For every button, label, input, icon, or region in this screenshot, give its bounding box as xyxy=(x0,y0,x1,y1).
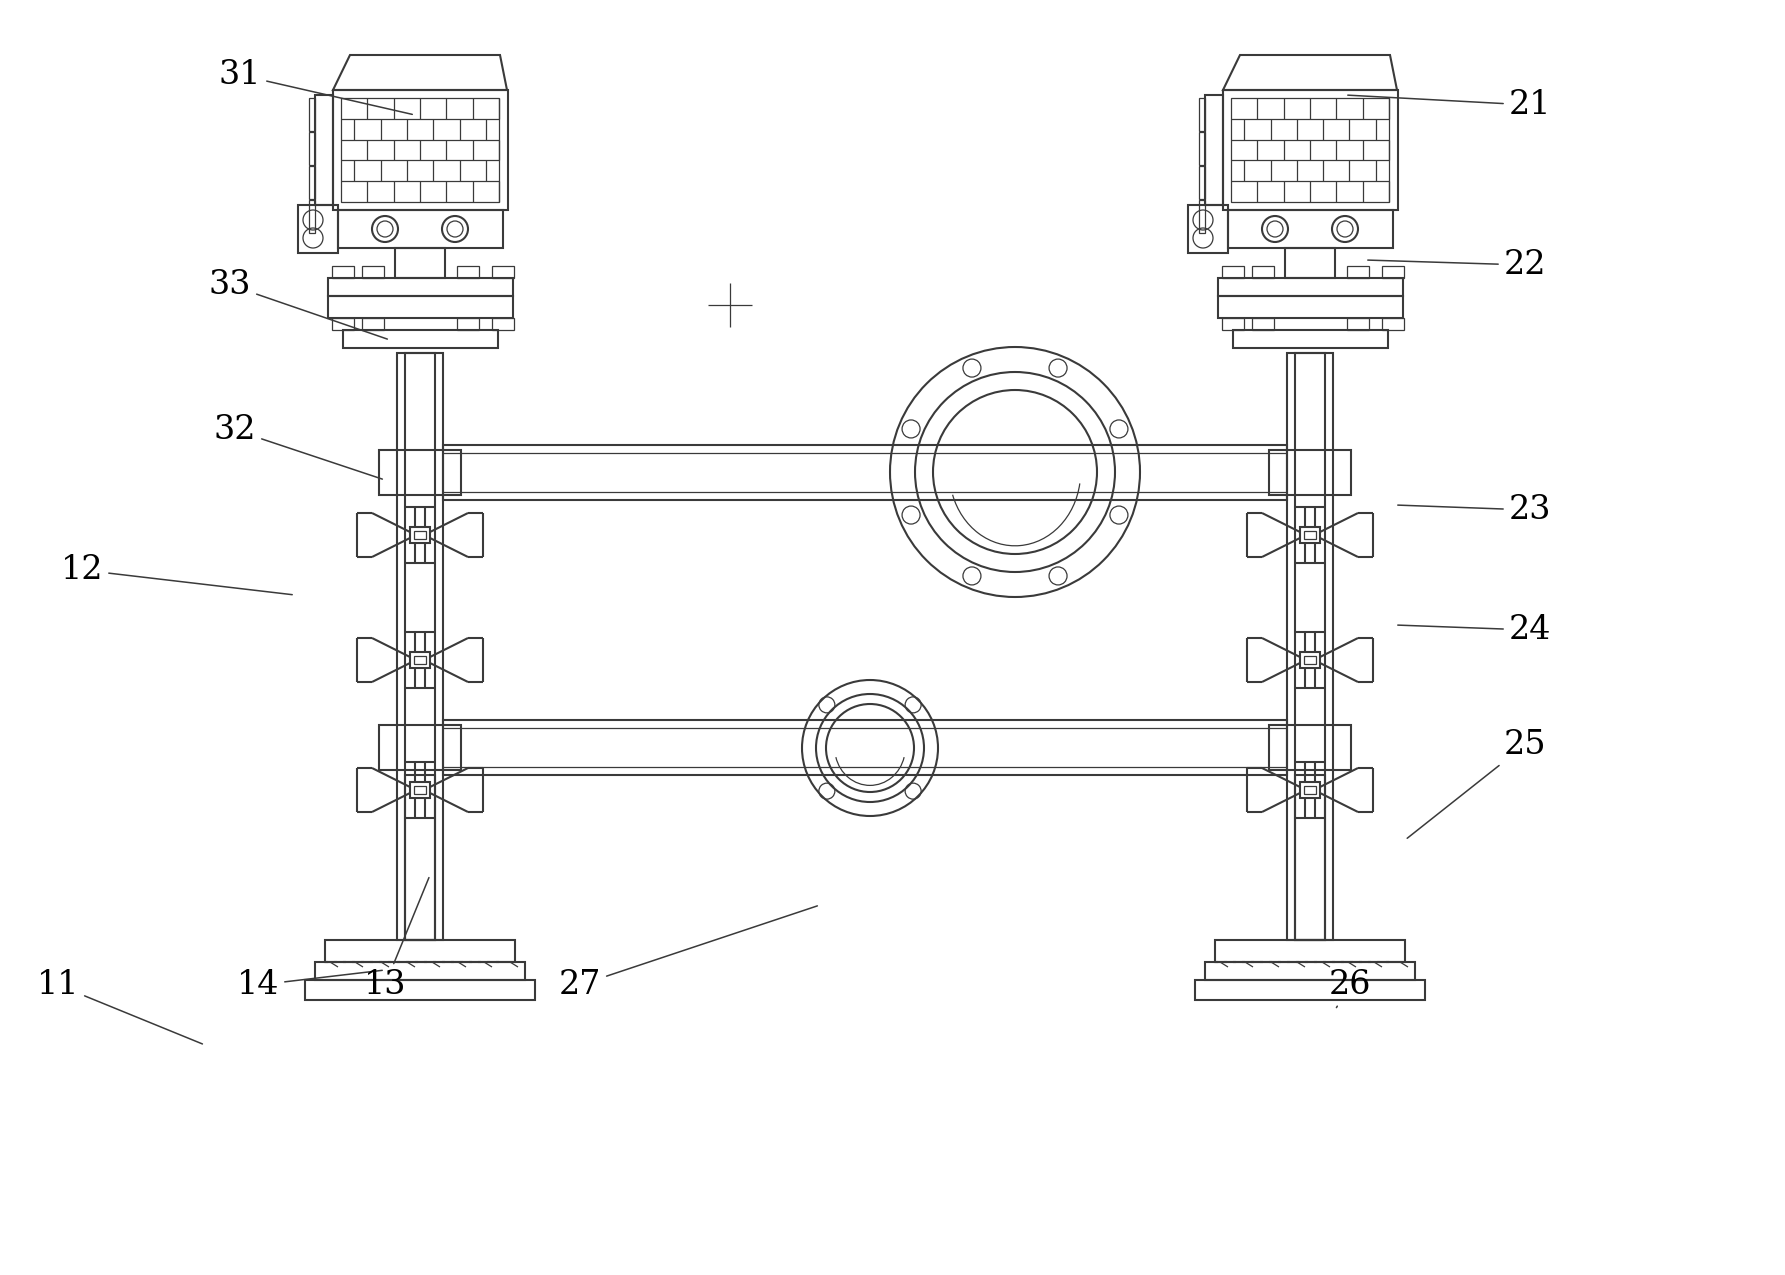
Text: 32: 32 xyxy=(214,414,382,479)
Text: 12: 12 xyxy=(61,555,293,594)
Bar xyxy=(362,317,384,330)
Bar xyxy=(394,249,444,278)
Bar xyxy=(493,266,514,278)
Bar xyxy=(1223,91,1398,210)
Bar xyxy=(1305,785,1316,794)
Bar xyxy=(1217,296,1403,317)
Bar xyxy=(1217,278,1403,296)
Bar xyxy=(1200,166,1205,199)
Bar xyxy=(328,278,512,296)
Bar xyxy=(1200,200,1205,233)
Bar xyxy=(1228,210,1392,249)
Bar xyxy=(1287,353,1333,940)
Bar xyxy=(1194,980,1424,1000)
Bar xyxy=(1382,266,1405,278)
Text: 27: 27 xyxy=(559,905,818,1001)
Bar xyxy=(1269,450,1351,495)
Bar xyxy=(309,166,314,199)
Bar xyxy=(343,330,498,348)
Text: 33: 33 xyxy=(209,269,387,339)
Text: 25: 25 xyxy=(1407,729,1546,838)
Bar xyxy=(1382,317,1405,330)
Bar xyxy=(493,317,514,330)
Bar xyxy=(1200,98,1205,131)
Bar xyxy=(1305,657,1316,664)
Bar xyxy=(309,200,314,233)
Bar xyxy=(1223,317,1244,330)
Bar xyxy=(332,317,353,330)
Bar xyxy=(378,450,461,495)
Bar xyxy=(1299,782,1319,798)
Bar xyxy=(411,782,430,798)
Bar xyxy=(443,445,1287,500)
Bar xyxy=(337,210,503,249)
Text: 24: 24 xyxy=(1398,615,1551,646)
Bar xyxy=(309,98,314,131)
Bar xyxy=(334,91,509,210)
Bar xyxy=(325,940,516,963)
Bar xyxy=(1232,98,1389,201)
Bar xyxy=(1205,963,1416,980)
Bar xyxy=(414,657,427,664)
Bar xyxy=(1251,266,1274,278)
Bar xyxy=(414,530,427,539)
Text: 13: 13 xyxy=(364,877,428,1001)
Text: 31: 31 xyxy=(220,59,412,115)
Bar xyxy=(1294,353,1324,940)
Bar xyxy=(457,317,478,330)
Bar xyxy=(405,353,436,940)
Text: 21: 21 xyxy=(1348,89,1551,121)
Bar xyxy=(1348,266,1369,278)
Bar xyxy=(378,725,461,770)
Bar xyxy=(1223,266,1244,278)
Bar xyxy=(298,205,337,252)
Bar xyxy=(362,266,384,278)
Bar xyxy=(1269,725,1351,770)
Bar xyxy=(1205,96,1223,205)
Bar xyxy=(443,720,1287,775)
Bar xyxy=(457,266,478,278)
Bar xyxy=(328,296,512,317)
Text: 22: 22 xyxy=(1367,249,1546,280)
Bar xyxy=(309,133,314,164)
Bar xyxy=(1233,330,1389,348)
Bar xyxy=(314,96,334,205)
Text: 26: 26 xyxy=(1328,969,1371,1007)
Bar xyxy=(411,652,430,668)
Text: 11: 11 xyxy=(37,969,202,1044)
Bar xyxy=(1305,530,1316,539)
Bar xyxy=(1299,527,1319,543)
Text: 23: 23 xyxy=(1398,493,1551,527)
Bar xyxy=(314,963,525,980)
Text: 14: 14 xyxy=(237,969,382,1001)
Bar xyxy=(1251,317,1274,330)
Bar xyxy=(411,527,430,543)
Bar xyxy=(1200,133,1205,164)
Bar xyxy=(341,98,500,201)
Bar xyxy=(1189,205,1228,252)
Bar xyxy=(1285,249,1335,278)
Bar xyxy=(1216,940,1405,963)
Bar xyxy=(1294,775,1324,940)
Bar xyxy=(305,980,536,1000)
Bar xyxy=(1348,317,1369,330)
Bar xyxy=(414,785,427,794)
Bar xyxy=(332,266,353,278)
Bar xyxy=(396,353,443,940)
Bar xyxy=(1299,652,1319,668)
Bar xyxy=(405,775,436,940)
